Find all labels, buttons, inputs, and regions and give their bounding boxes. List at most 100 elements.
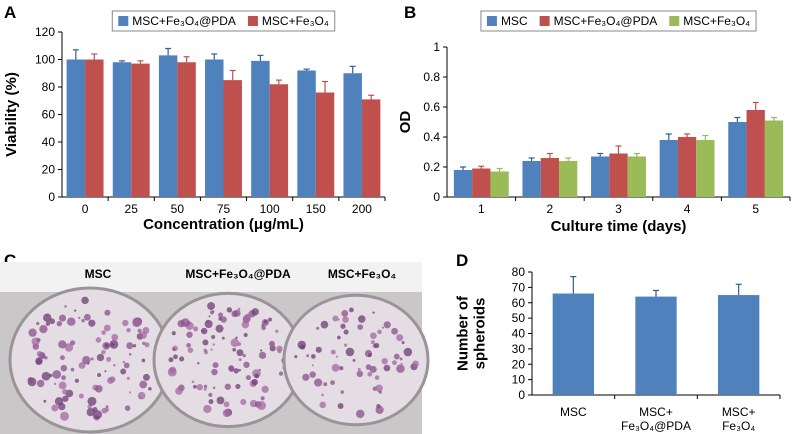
colony xyxy=(268,340,276,348)
colony xyxy=(88,319,96,327)
x-tick-label: 1 xyxy=(478,202,485,216)
bar xyxy=(472,168,491,197)
legend: MSC MSC+Fe₃O₄@PDA MSC+Fe₃O₄ xyxy=(480,10,757,32)
colony xyxy=(330,380,335,385)
y-tick-label: 0.6 xyxy=(423,100,440,114)
colony xyxy=(218,312,224,318)
colony xyxy=(120,368,127,375)
colony xyxy=(310,354,316,359)
colony xyxy=(337,335,341,340)
colony xyxy=(228,365,235,372)
colony xyxy=(311,364,314,367)
colony xyxy=(132,344,137,348)
colony xyxy=(235,383,241,389)
colony xyxy=(27,377,34,383)
colony xyxy=(144,342,150,348)
x-tick-label: 4 xyxy=(684,202,691,216)
colony xyxy=(104,370,107,373)
error-bar xyxy=(349,65,356,74)
colony xyxy=(372,311,375,314)
colony xyxy=(126,376,130,380)
legend-swatch xyxy=(118,16,129,26)
colony xyxy=(238,368,241,372)
colony xyxy=(373,342,380,349)
colony xyxy=(96,353,105,362)
colony xyxy=(87,396,97,406)
legend-swatch xyxy=(486,16,497,26)
colony xyxy=(142,341,146,345)
colony xyxy=(212,343,215,346)
colony xyxy=(260,396,265,401)
colony xyxy=(44,356,48,360)
colony xyxy=(211,368,218,376)
colony xyxy=(208,315,211,318)
colony xyxy=(137,391,146,400)
colony xyxy=(128,391,132,394)
colony xyxy=(58,340,67,349)
colony xyxy=(59,411,69,421)
panel-label: B xyxy=(404,3,416,22)
colony xyxy=(104,343,109,348)
colony xyxy=(179,356,185,362)
photo-label: MSC+Fe₃O₄ xyxy=(328,267,397,281)
colony xyxy=(381,357,388,365)
colony xyxy=(109,376,116,383)
colony xyxy=(82,356,91,365)
y-tick-label: 1 xyxy=(433,40,440,54)
bar xyxy=(764,120,784,197)
bar xyxy=(635,296,677,395)
colony xyxy=(383,321,391,329)
colony xyxy=(399,357,403,361)
colony xyxy=(67,317,76,326)
bar xyxy=(131,63,150,197)
x-axis-title: Culture time (days) xyxy=(551,218,687,235)
colony xyxy=(275,329,279,333)
bar xyxy=(677,137,697,197)
error-bar xyxy=(597,152,604,157)
x-tick-label: 75 xyxy=(217,202,231,216)
colony xyxy=(95,384,103,393)
colony xyxy=(45,321,51,326)
colony xyxy=(251,308,259,316)
legend-swatch xyxy=(669,16,680,26)
colony xyxy=(206,319,210,324)
error-bar xyxy=(137,60,144,64)
y-tick-label: 60 xyxy=(512,296,526,310)
dishes xyxy=(8,286,430,434)
colony xyxy=(141,358,146,363)
colony xyxy=(35,357,43,366)
colony xyxy=(104,407,109,412)
y-tick-label: 10 xyxy=(512,373,526,387)
colony xyxy=(78,393,84,399)
colony xyxy=(168,357,174,363)
error-bar xyxy=(653,289,659,297)
colony xyxy=(212,310,215,313)
error-bar xyxy=(684,133,691,137)
colony xyxy=(238,358,242,362)
colony xyxy=(222,409,231,418)
y-tick-label: 20 xyxy=(42,163,56,177)
colony xyxy=(375,405,384,414)
colony xyxy=(148,386,152,391)
y-tick-label: 0 xyxy=(518,388,525,402)
colony xyxy=(52,370,62,379)
colony xyxy=(105,405,109,409)
colony xyxy=(396,334,404,342)
error-bar xyxy=(633,152,640,157)
bar xyxy=(361,99,381,197)
colony xyxy=(70,367,75,372)
bar xyxy=(591,156,610,197)
error-bar xyxy=(615,145,622,154)
bar xyxy=(205,59,224,197)
colony xyxy=(95,337,102,343)
bar xyxy=(552,293,594,395)
colony xyxy=(243,361,250,368)
error-bar xyxy=(303,68,310,71)
colony xyxy=(396,364,405,373)
colony xyxy=(123,362,130,369)
colony xyxy=(335,355,338,358)
colony xyxy=(28,328,37,337)
colony xyxy=(235,336,238,340)
colony xyxy=(203,404,212,414)
